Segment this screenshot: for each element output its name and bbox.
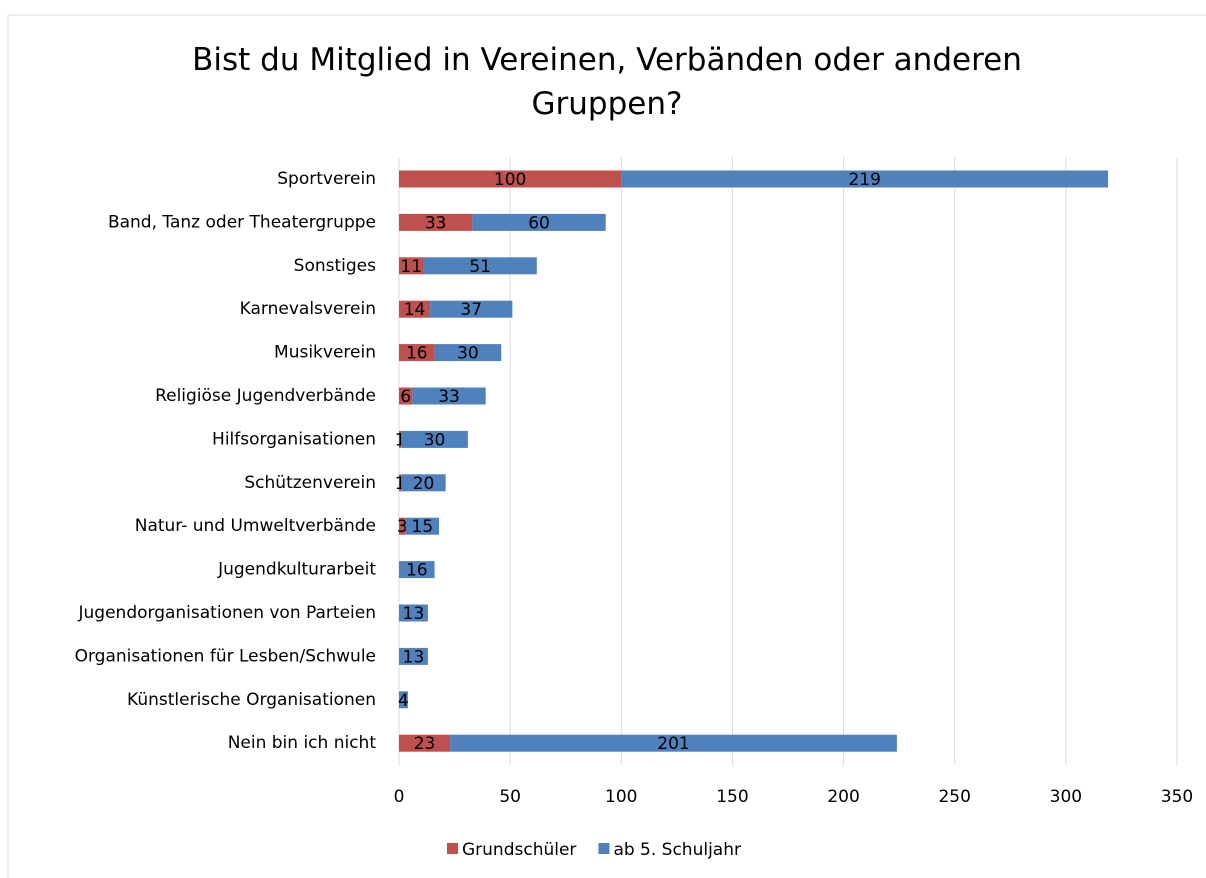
bar-segment (399, 430, 402, 448)
legend-label: Grundschüler (462, 840, 576, 860)
bar-segment (399, 561, 435, 579)
data-label: 13 (403, 604, 425, 624)
bar-segment (621, 170, 1109, 188)
bar-segment (423, 257, 537, 275)
data-label: 60 (528, 213, 550, 233)
data-label: 16 (406, 344, 428, 364)
y-tick-label: Musikverein (274, 343, 376, 363)
y-tick-label: Jugendkulturarbeit (217, 560, 376, 580)
y-tick-label: Organisationen für Lesben/Schwule (75, 646, 376, 666)
bar-segment (399, 344, 435, 362)
data-label: 6 (400, 387, 411, 407)
y-tick-label: Natur- und Umweltverbände (135, 516, 376, 536)
bar-segment (472, 213, 606, 231)
y-tick-label: Karnevalsverein (240, 299, 376, 319)
chart-title: Bist du Mitglied in Vereinen, Verbänden … (192, 42, 1022, 122)
y-tick-label: Nein bin ich nicht (228, 733, 377, 753)
bar-segment (399, 734, 451, 752)
x-tick-label: 50 (499, 787, 521, 807)
bar-segment (399, 257, 424, 275)
data-label: 13 (403, 647, 425, 667)
x-tick-label: 350 (1161, 787, 1193, 807)
data-label: 1 (395, 430, 406, 450)
x-tick-label: 250 (938, 787, 970, 807)
data-label: 1 (395, 474, 406, 494)
legend-swatch (598, 843, 610, 854)
data-label: 51 (469, 257, 491, 277)
data-label: 14 (404, 300, 426, 320)
y-tick-label: Künstlerische Organisationen (127, 690, 376, 710)
bar-segment (399, 387, 413, 405)
y-tick-label: Hilfsorganisationen (212, 429, 376, 449)
bar-segment (401, 474, 446, 492)
x-tick-label: 300 (1050, 787, 1082, 807)
data-label: 33 (438, 387, 460, 407)
bar-segment (399, 300, 431, 318)
legend-label: ab 5. Schuljahr (613, 840, 741, 860)
bar-segment (430, 300, 513, 318)
bar-segment (399, 170, 622, 188)
bar-segment (401, 430, 468, 448)
data-label: 23 (414, 734, 436, 754)
data-label: 33 (425, 213, 447, 233)
data-label: 16 (406, 561, 428, 581)
x-tick-label: 150 (716, 787, 748, 807)
bar-segment (399, 604, 428, 622)
data-label: 201 (657, 734, 689, 754)
data-label: 219 (848, 170, 880, 190)
bar-segment (399, 474, 402, 492)
data-label: 11 (400, 257, 422, 277)
y-tick-label: Schützenverein (244, 473, 376, 493)
y-tick-label: Band, Tanz oder Theatergruppe (108, 212, 376, 232)
x-tick-label: 0 (394, 787, 405, 807)
bar-segment (412, 387, 486, 405)
data-label: 30 (457, 344, 479, 364)
y-tick-label: Sonstiges (294, 256, 376, 276)
bar-segment (434, 344, 502, 362)
y-tick-label: Sportverein (277, 169, 376, 189)
data-label: 15 (412, 517, 434, 537)
bar-segment (399, 647, 428, 665)
y-tick-label: Jugendorganisationen von Parteien (78, 603, 377, 623)
legend-swatch (447, 843, 458, 854)
x-tick-label: 100 (605, 787, 637, 807)
y-tick-label: Religiöse Jugendverbände (155, 386, 376, 406)
bar-segment (405, 517, 440, 535)
bar-segment (399, 213, 473, 231)
x-tick-label: 200 (827, 787, 859, 807)
data-label: 20 (413, 474, 435, 494)
bar-segment (399, 517, 406, 535)
bar-segment (399, 691, 408, 709)
data-label: 100 (494, 170, 526, 190)
chart-frame (7, 14, 1206, 878)
data-label: 3 (397, 517, 408, 537)
data-label: 37 (460, 300, 482, 320)
data-label: 30 (424, 430, 446, 450)
data-label: 4 (398, 691, 409, 711)
bar-segment (450, 734, 897, 752)
